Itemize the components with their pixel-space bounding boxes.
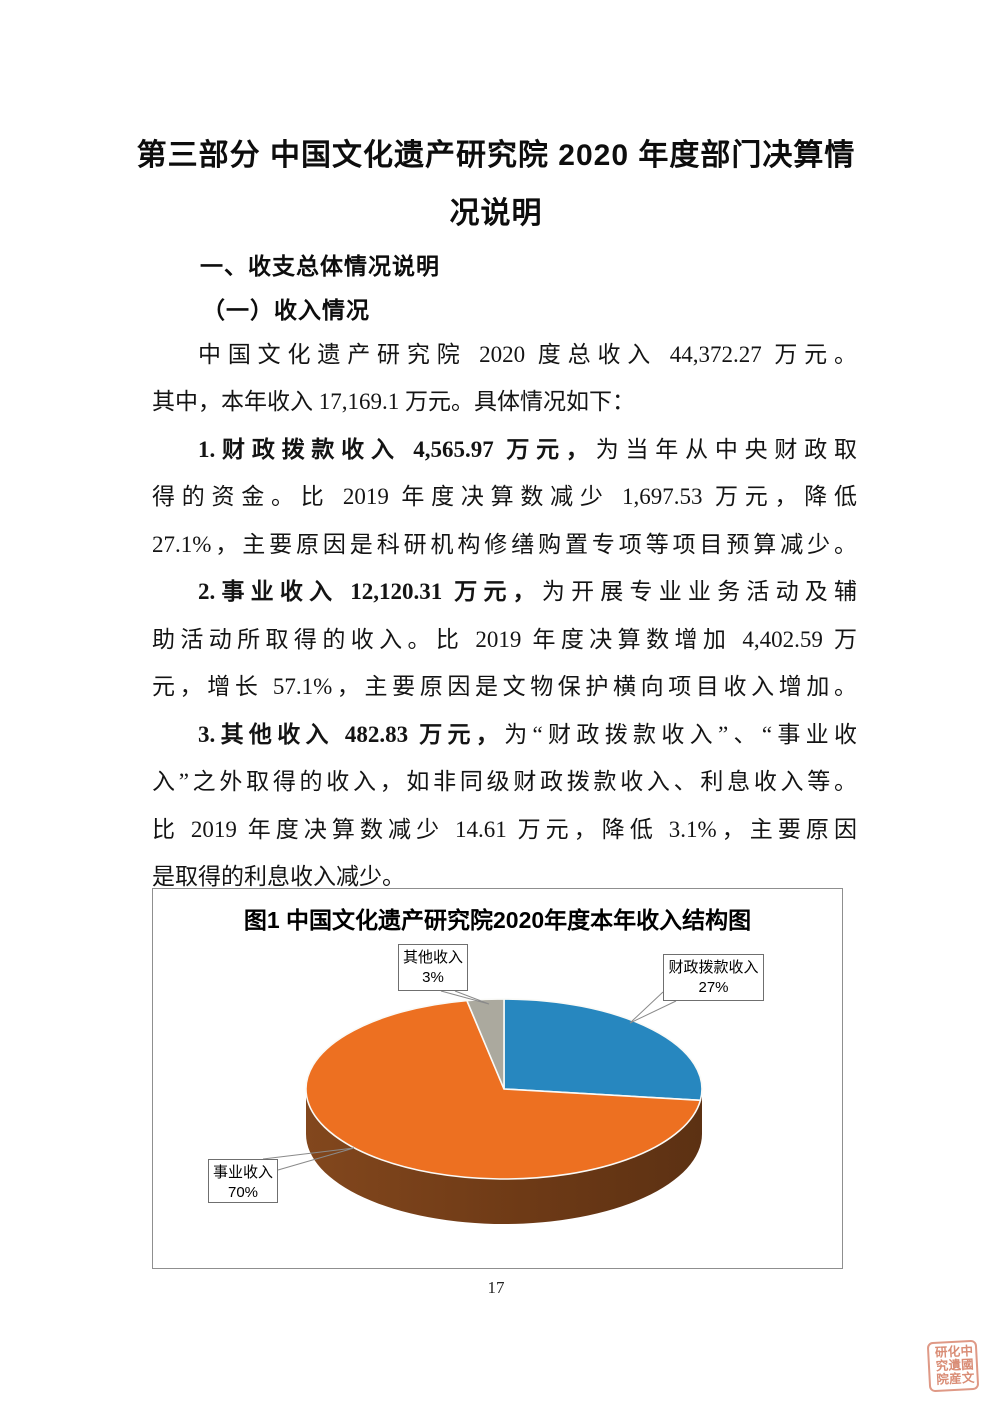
chart-title: 图1 中国文化遗产研究院2020年度本年收入结构图: [243, 907, 752, 933]
section-heading: 一、收支总体情况说明: [200, 254, 440, 279]
pie-slice-其他收入: [466, 998, 505, 1090]
income-structure-chart: 图1 中国文化遗产研究院2020年度本年收入结构图 其他收入 3%: [152, 888, 843, 1269]
body-line: 2.事业收入 12,120.31 万元，为开展专业业务活动及辅: [198, 579, 858, 605]
body-line: 1.财政拨款收入 4,565.97 万元，为当年从中央财政取: [198, 436, 858, 462]
page-title-line2: 况说明: [449, 197, 543, 230]
income-pie-chart: [262, 990, 703, 1224]
callout-fiscal-appropriation-income: 财政拨款收入 27%: [663, 954, 764, 1001]
body-line: 入”之外取得的收入，如非同级财政拨款收入、利息收入等。: [152, 769, 857, 795]
callout-leader-lines: [262, 990, 677, 1171]
body-line: 其中，本年收入 17,169.1 万元。具体情况如下：: [152, 389, 635, 415]
callout-label: 其他收入: [402, 949, 463, 966]
body-line: 中国文化遗产研究院 2020 度总收入 44,372.27 万元。: [198, 342, 857, 367]
callout-percent: 3%: [422, 969, 444, 986]
body-line: 27.1%，主要原因是科研机构修缮购置专项等项目预算减少。: [152, 531, 857, 557]
body-line: 3.其他收入 482.83 万元，为“财政拨款收入”、“事业收: [198, 721, 857, 747]
body-line: 是取得的利息收入减少。: [152, 863, 405, 889]
body-line: 得的资金。比 2019 年度决算数减少 1,697.53 万元，降低: [152, 484, 857, 510]
callout-percent: 27%: [698, 979, 729, 996]
callout-label: 事业收入: [212, 1164, 273, 1181]
pie-side-rim: [306, 1089, 702, 1224]
subsection-heading: （一）收入情况: [202, 298, 370, 323]
body-line: 助活动所取得的收入。比 2019 年度决算数增加 4,402.59 万: [152, 626, 857, 652]
pie-slice-事业收入: [305, 999, 702, 1180]
page-number: 17: [487, 1278, 505, 1297]
page-title-line1: 第三部分 中国文化遗产研究院 2020 年度部门决算情: [136, 139, 856, 172]
seal-column: 中國文: [957, 1343, 974, 1386]
callout-other-income: 其他收入 3%: [398, 944, 468, 991]
body-line: 元，增长 57.1%，主要原因是文物保护横向项目收入增加。: [152, 674, 857, 700]
pie-slice-财政拨款收入: [503, 998, 703, 1102]
callout-percent: 70%: [227, 1184, 259, 1201]
callout-label: 财政拨款收入: [668, 959, 759, 976]
official-red-seal: 中國文 化遺産 研究院: [926, 1339, 980, 1393]
callout-service-income: 事业收入 70%: [208, 1159, 278, 1203]
body-line: 比 2019 年度决算数减少 14.61 万元，降低 3.1%，主要原因: [152, 816, 857, 842]
